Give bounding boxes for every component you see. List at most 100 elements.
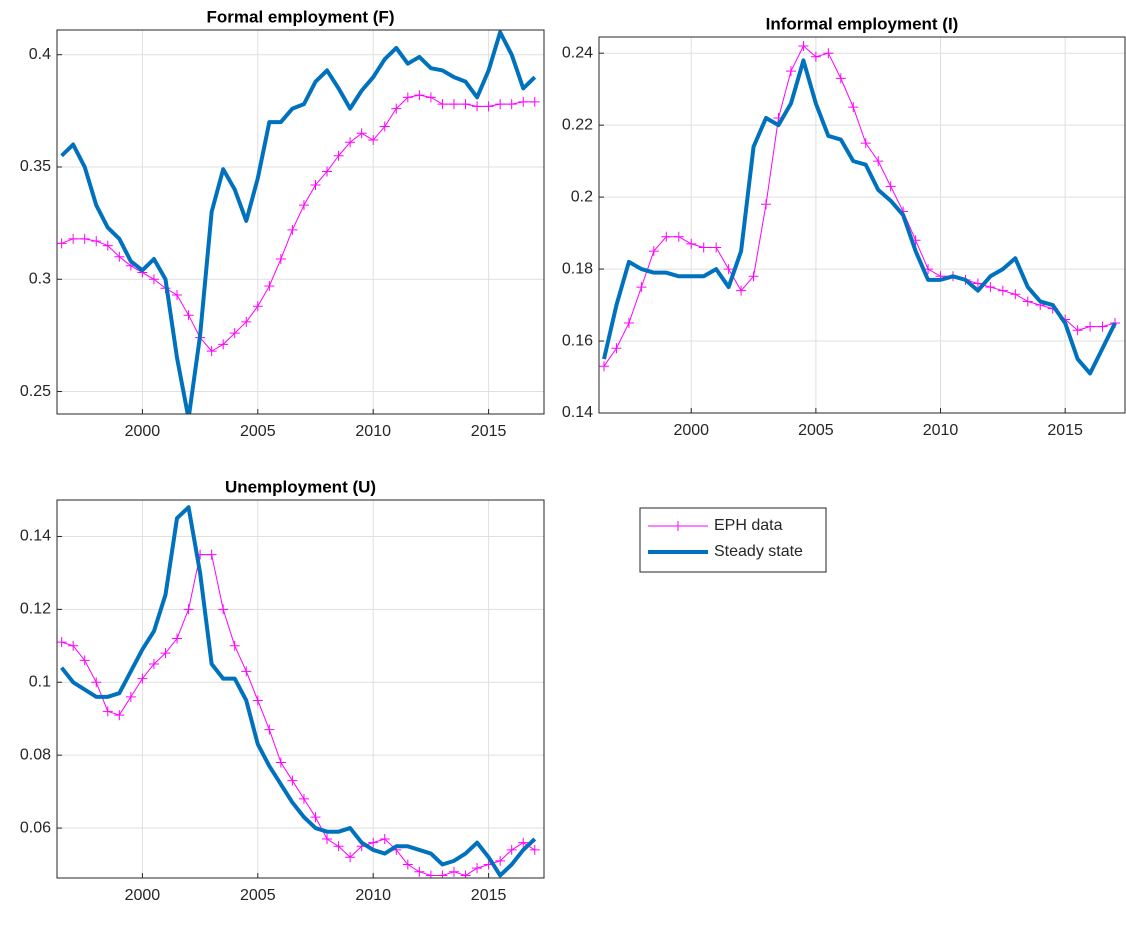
- axes-frame: [598, 36, 1126, 414]
- marker: [79, 233, 90, 244]
- x-tick-label: 2010: [355, 887, 391, 904]
- marker: [623, 318, 634, 329]
- axes-frame: [56, 499, 545, 879]
- marker: [298, 200, 309, 211]
- marker: [1085, 321, 1096, 332]
- marker: [611, 343, 622, 354]
- marker: [402, 92, 413, 103]
- marker: [206, 346, 217, 357]
- marker: [885, 181, 896, 192]
- marker: [68, 640, 79, 651]
- marker: [723, 264, 734, 275]
- marker: [102, 240, 113, 251]
- marker: [57, 637, 67, 648]
- marker: [448, 99, 459, 110]
- y-tick-label: 0.3: [29, 270, 51, 287]
- chart-title: Informal employment (I): [766, 14, 959, 33]
- marker: [1010, 289, 1021, 300]
- marker: [599, 361, 609, 372]
- marker: [218, 604, 229, 615]
- marker: [798, 40, 809, 51]
- marker: [518, 96, 529, 107]
- series-line: [60, 505, 537, 878]
- marker: [287, 224, 298, 235]
- marker: [506, 844, 517, 855]
- marker: [322, 166, 333, 177]
- marker: [172, 289, 183, 300]
- marker: [241, 316, 252, 327]
- marker: [91, 236, 102, 247]
- marker: [252, 695, 263, 706]
- y-tick-label: 0.1: [29, 673, 51, 690]
- y-tick-label: 0.16: [562, 332, 593, 349]
- y-tick-label: 0.06: [20, 819, 51, 836]
- subplot: 0.06 0.08 0.1 0.12 0.14 2000 2005 2010 2015 Unemp…: [20, 477, 545, 904]
- marker: [252, 301, 263, 312]
- x-tick-label: 2000: [125, 887, 161, 904]
- marker: [298, 793, 309, 804]
- marker: [206, 549, 217, 560]
- marker: [402, 859, 413, 870]
- marker: [275, 254, 286, 265]
- marker: [483, 101, 494, 112]
- axes-frame: [56, 29, 545, 415]
- marker: [183, 310, 194, 321]
- y-tick-label: 0.14: [562, 404, 593, 421]
- marker: [368, 837, 379, 848]
- marker: [391, 103, 402, 114]
- legend-label: Steady state: [714, 543, 803, 560]
- y-tick-label: 0.08: [20, 746, 51, 763]
- marker: [985, 282, 996, 293]
- marker: [57, 238, 67, 249]
- marker: [810, 51, 821, 62]
- marker: [823, 48, 834, 59]
- marker: [333, 841, 344, 852]
- marker: [661, 231, 672, 242]
- x-tick-label: 2015: [1047, 422, 1083, 439]
- marker: [761, 199, 772, 210]
- marker: [835, 73, 846, 84]
- marker: [333, 150, 344, 161]
- marker: [310, 179, 321, 190]
- marker: [310, 812, 321, 823]
- marker: [1022, 296, 1033, 307]
- x-tick-label: 2005: [240, 887, 276, 904]
- y-tick-label: 0.14: [20, 528, 51, 545]
- marker: [114, 251, 125, 262]
- marker: [379, 121, 390, 132]
- marker: [437, 870, 448, 878]
- marker: [345, 137, 356, 148]
- marker: [379, 833, 390, 844]
- x-tick-label: 2015: [471, 887, 507, 904]
- subplot: 0.25 0.3 0.35 0.4 2000 2005 2010 2015 Formal emp…: [20, 7, 545, 440]
- marker: [848, 102, 859, 113]
- y-tick-label: 0.24: [562, 44, 593, 61]
- y-tick-label: 0.22: [562, 116, 593, 133]
- y-tick-label: 0.25: [20, 383, 51, 400]
- y-tick-label: 0.35: [20, 158, 51, 175]
- marker: [183, 604, 194, 615]
- marker: [79, 655, 90, 666]
- series-line: [61, 554, 536, 876]
- marker: [495, 99, 506, 110]
- marker: [495, 855, 506, 866]
- plot-area: [599, 37, 1125, 413]
- marker: [711, 242, 722, 253]
- marker: [448, 866, 459, 877]
- legend-label: EPH data: [714, 517, 783, 534]
- x-tick-label: 2005: [240, 423, 276, 440]
- marker: [472, 863, 483, 874]
- x-tick-label: 2015: [471, 423, 507, 440]
- marker: [698, 242, 709, 253]
- marker: [218, 339, 229, 350]
- marker: [1072, 325, 1083, 336]
- marker: [102, 706, 113, 717]
- marker: [264, 281, 275, 291]
- marker: [287, 775, 298, 786]
- marker: [1097, 321, 1108, 332]
- marker: [148, 659, 159, 670]
- x-tick-label: 2000: [673, 422, 709, 439]
- marker: [997, 285, 1008, 296]
- marker: [636, 282, 647, 293]
